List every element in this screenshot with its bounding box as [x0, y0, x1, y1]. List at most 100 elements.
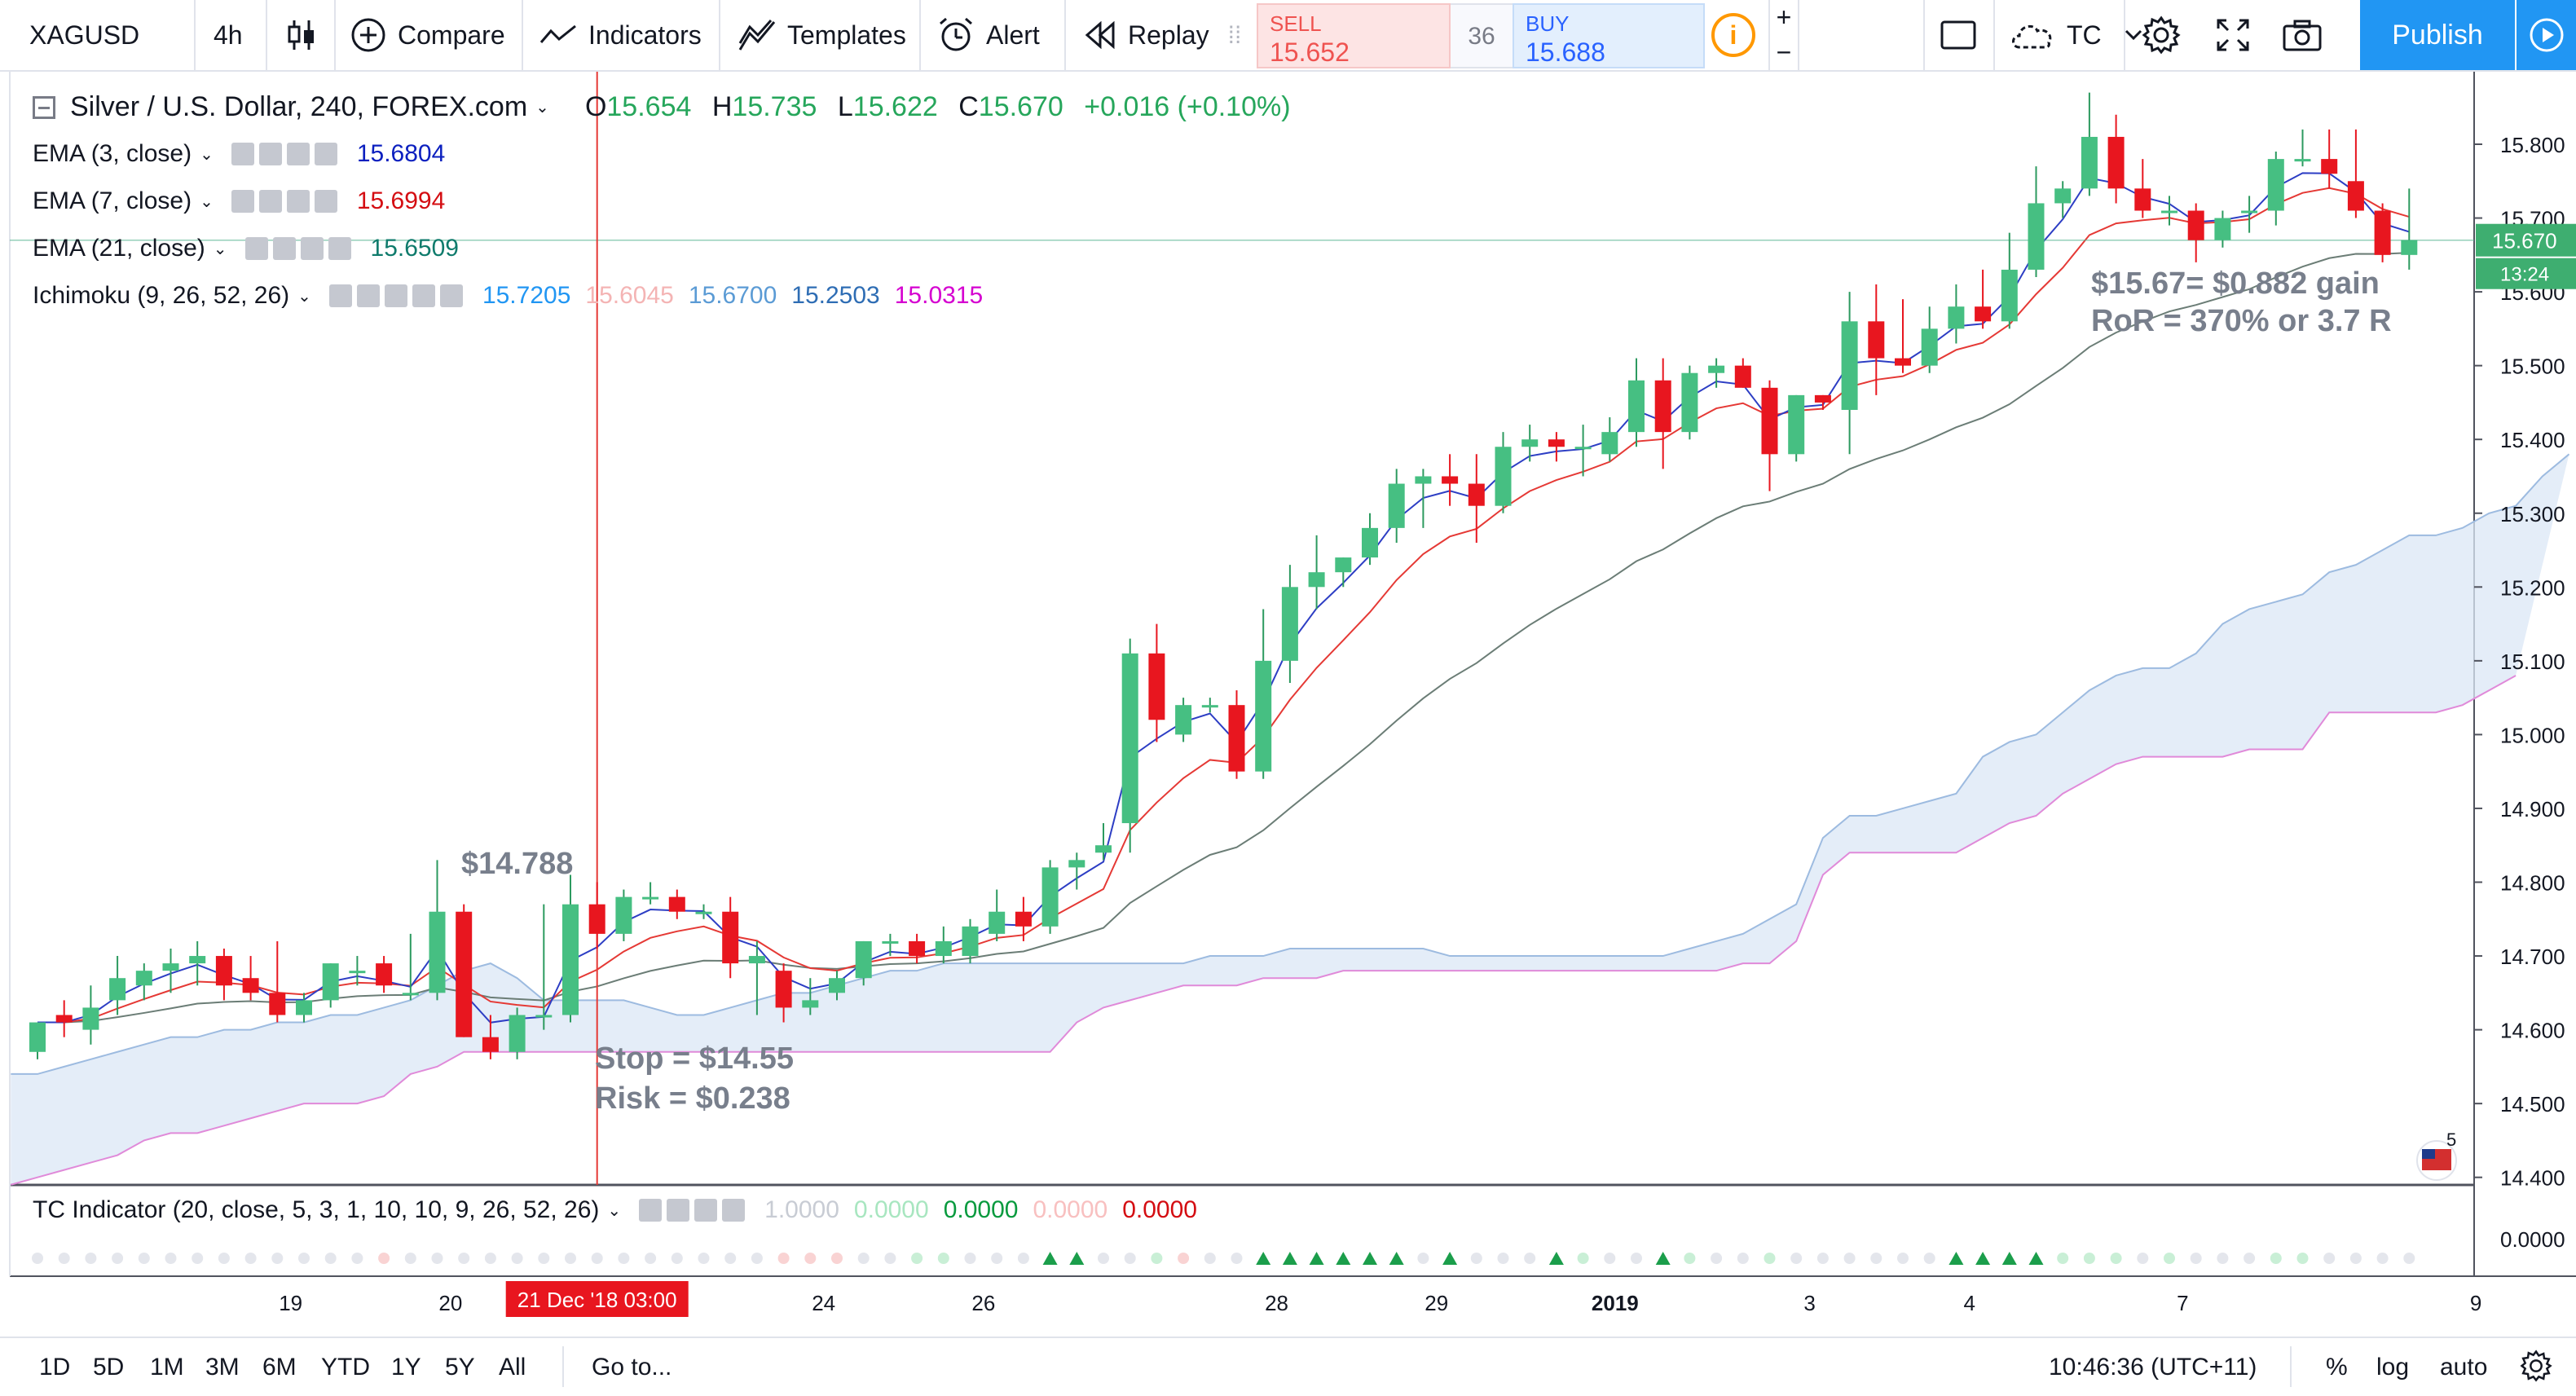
range-3m-button[interactable]: 3M — [205, 1354, 240, 1381]
candle-body[interactable] — [882, 940, 899, 944]
collapse-legend-icon[interactable] — [33, 95, 55, 119]
candle-body[interactable] — [509, 1015, 526, 1052]
candle-body[interactable] — [135, 971, 152, 986]
candle-body[interactable] — [1788, 394, 1805, 455]
candle-body[interactable] — [1868, 321, 1885, 359]
chevron-down-icon[interactable]: ⌄ — [200, 145, 214, 164]
candle-body[interactable] — [1308, 572, 1325, 588]
candle-body[interactable] — [1281, 587, 1298, 661]
candle-body[interactable] — [1015, 911, 1032, 927]
ichimoku-legend[interactable]: Ichimoku (9, 26, 52, 26) ⌄ 15.7205 15.60… — [33, 282, 997, 310]
replay-play-button[interactable] — [2517, 0, 2576, 70]
candle-body[interactable] — [82, 1007, 99, 1030]
candle-body[interactable] — [1388, 483, 1405, 528]
indicator-controls[interactable] — [231, 143, 342, 165]
candle-body[interactable] — [162, 963, 179, 971]
plus-icon[interactable] — [286, 143, 310, 165]
candle-body[interactable] — [2134, 188, 2151, 211]
candle-body[interactable] — [1895, 358, 1911, 366]
close-icon[interactable] — [722, 1199, 746, 1222]
range-1m-button[interactable]: 1M — [150, 1354, 184, 1381]
clock-display[interactable]: 10:46:36 (UTC+11) — [2049, 1354, 2257, 1381]
chart-area[interactable]: 15.800 15.700 15.600 15.500 15.400 15.300 15.2… — [0, 72, 2576, 1327]
range-1d-button[interactable]: 1D — [39, 1354, 71, 1381]
candle-body[interactable] — [296, 1000, 312, 1015]
increase-button[interactable]: + — [1776, 2, 1792, 32]
chart-properties-button[interactable] — [2520, 1350, 2552, 1385]
templates-button[interactable]: Templates — [738, 0, 906, 70]
replay-button[interactable]: Replay — [1084, 0, 1209, 70]
candle-body[interactable] — [1681, 372, 1698, 433]
candle-body[interactable] — [456, 911, 473, 1037]
settings-icon[interactable] — [356, 284, 380, 307]
candle-body[interactable] — [2214, 218, 2231, 240]
source-code-icon[interactable] — [384, 284, 407, 307]
candle-body[interactable] — [1095, 845, 1112, 853]
candle-body[interactable] — [855, 940, 872, 979]
candle-body[interactable] — [1442, 476, 1459, 484]
candle-body[interactable] — [1148, 653, 1165, 720]
candle-body[interactable] — [775, 971, 792, 1008]
range-all-button[interactable]: All — [499, 1354, 526, 1381]
eye-icon[interactable] — [244, 237, 268, 260]
candle-body[interactable] — [2321, 159, 2338, 174]
candle-body[interactable] — [615, 896, 632, 934]
candle-body[interactable] — [1708, 365, 1725, 373]
plus-icon[interactable] — [286, 190, 310, 213]
layout-select-button[interactable] — [1940, 0, 1977, 70]
eye-icon[interactable] — [231, 190, 254, 213]
indicator-controls[interactable] — [328, 284, 468, 307]
sell-button[interactable]: SELL 15.652 — [1257, 3, 1451, 68]
candle-body[interactable] — [269, 993, 286, 1015]
close-icon[interactable] — [328, 237, 351, 260]
candle-body[interactable] — [2374, 210, 2391, 255]
candle-body[interactable] — [1921, 328, 1938, 366]
range-5d-button[interactable]: 5D — [93, 1354, 125, 1381]
saved-layout-button[interactable]: TC — [2010, 0, 2147, 70]
range-ytd-button[interactable]: YTD — [321, 1354, 370, 1381]
log-scale-toggle[interactable]: log — [2376, 1354, 2410, 1381]
close-icon[interactable] — [314, 190, 337, 213]
ema3-legend[interactable]: EMA (3, close) ⌄ 15.6804 — [33, 140, 460, 168]
symbol-search-button[interactable]: XAGUSD — [29, 0, 139, 70]
candle-body[interactable] — [1521, 439, 1539, 447]
candle-body[interactable] — [1468, 483, 1485, 506]
stop-annotation[interactable]: Stop = $14.55 — [595, 1041, 794, 1076]
ema21-legend[interactable]: EMA (21, close) ⌄ 15.6509 — [33, 235, 473, 262]
chart-style-button[interactable] — [285, 0, 318, 70]
candle-body[interactable] — [402, 993, 419, 996]
candle-body[interactable] — [55, 1015, 73, 1023]
close-icon[interactable] — [439, 284, 463, 307]
publish-button[interactable]: Publish — [2360, 0, 2515, 70]
gain-annotation[interactable]: $15.67= $0.882 gain — [2091, 266, 2380, 301]
indicator-controls[interactable] — [639, 1199, 750, 1222]
indicator-controls[interactable] — [244, 237, 356, 260]
candle-body[interactable] — [802, 1000, 819, 1008]
candle-body[interactable] — [349, 971, 366, 974]
compare-button[interactable]: Compare — [350, 0, 505, 70]
buy-button[interactable]: BUY 15.688 — [1513, 3, 1705, 68]
chevron-down-icon[interactable]: ⌄ — [297, 287, 311, 306]
candle-body[interactable] — [2267, 159, 2284, 211]
candle-body[interactable] — [642, 896, 659, 900]
plus-icon[interactable] — [300, 237, 324, 260]
candle-body[interactable] — [1201, 705, 1218, 708]
candle-body[interactable] — [242, 978, 259, 993]
candle-body[interactable] — [535, 1015, 553, 1018]
candle-body[interactable] — [2294, 159, 2311, 162]
indicators-button[interactable]: Indicators — [539, 0, 702, 70]
candle-body[interactable] — [748, 956, 765, 964]
candle-body[interactable] — [2028, 203, 2045, 270]
candle-body[interactable] — [1601, 432, 1618, 455]
candle-body[interactable] — [1495, 447, 1512, 506]
candle-body[interactable] — [962, 926, 979, 957]
eye-icon[interactable] — [328, 284, 352, 307]
close-icon[interactable] — [314, 143, 337, 165]
candle-body[interactable] — [935, 940, 952, 957]
auto-scale-toggle[interactable]: auto — [2440, 1354, 2488, 1381]
candle-body[interactable] — [1068, 860, 1085, 868]
percent-scale-toggle[interactable]: % — [2326, 1354, 2348, 1381]
entry-price-annotation[interactable]: $14.788 — [461, 847, 573, 881]
candle-body[interactable] — [1335, 557, 1352, 573]
source-code-icon[interactable] — [694, 1199, 718, 1222]
